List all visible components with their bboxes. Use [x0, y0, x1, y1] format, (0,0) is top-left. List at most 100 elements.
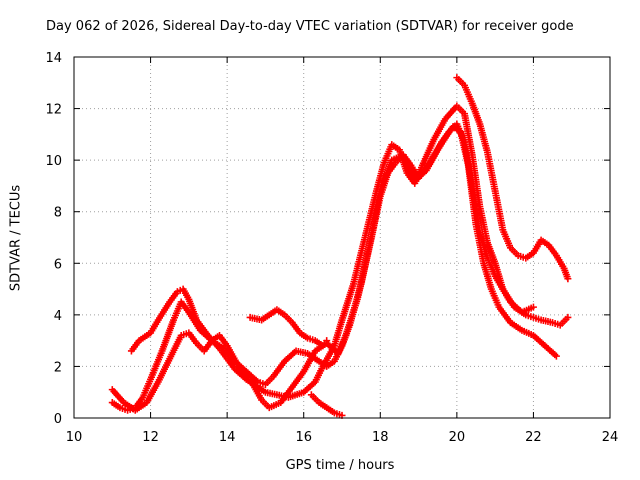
series-track-e — [307, 391, 346, 419]
data-point-fill — [524, 312, 535, 321]
data-point-fill — [476, 122, 491, 154]
data-point-fill — [461, 112, 476, 157]
data-point-fill — [339, 282, 357, 322]
data-point-fill — [455, 76, 467, 87]
data-point-fill — [110, 400, 122, 410]
data-point-fill — [496, 305, 513, 325]
data-point-fill — [488, 287, 502, 309]
data-point-fill — [390, 152, 405, 163]
data-point-fill — [313, 338, 325, 349]
data-point-fill — [543, 343, 559, 359]
plot-frame — [73, 56, 611, 419]
series-track-f — [453, 74, 572, 283]
y-tick-label: 14 — [45, 51, 62, 66]
series-track-c — [108, 120, 537, 414]
x-tick-label: 14 — [219, 430, 236, 445]
data-point-fill — [236, 364, 252, 381]
data-point-fill — [551, 319, 562, 328]
data-point-fill — [129, 339, 142, 353]
data-point-fill — [282, 313, 294, 325]
data-point-fill — [461, 84, 475, 105]
data-point-fill — [290, 370, 306, 389]
data-point-fill — [476, 205, 491, 244]
data-point-fill — [412, 168, 429, 183]
data-point-fill — [247, 377, 264, 402]
data-point-fill — [267, 307, 279, 318]
data-point-fill — [194, 341, 206, 353]
data-point-fill — [147, 349, 165, 381]
data-point-fill — [298, 330, 310, 341]
y-tick-label: 0 — [54, 412, 62, 427]
data-point-fill — [167, 290, 180, 304]
data-point-fill — [539, 317, 554, 326]
data-point-fill — [263, 375, 275, 387]
data-point-fill — [390, 142, 402, 153]
y-tick-label: 4 — [54, 309, 62, 324]
data-point-fill — [419, 138, 437, 167]
data-point-fill — [480, 261, 495, 291]
data-points — [108, 74, 572, 419]
y-tick-label: 10 — [45, 154, 62, 169]
x-tick-label: 16 — [295, 430, 312, 445]
data-point-fill — [508, 246, 520, 258]
chart-title: Day 062 of 2026, Sidereal Day-to-day VTE… — [46, 19, 574, 34]
data-point-fill — [155, 357, 173, 384]
data-point-fill — [137, 330, 153, 343]
grid-lines — [74, 57, 610, 418]
data-point-fill — [532, 314, 543, 323]
x-tick-label: 22 — [525, 430, 542, 445]
series-track-d — [246, 306, 331, 350]
data-point-fill — [400, 153, 418, 183]
data-point-fill — [268, 400, 282, 411]
data-point-fill — [381, 143, 395, 164]
data-point-fill — [539, 237, 551, 248]
data-point-fill — [217, 334, 230, 348]
data-point-fill — [484, 151, 499, 193]
data-point-fill — [325, 359, 336, 369]
data-point-fill — [180, 287, 192, 301]
x-tick-label: 18 — [372, 430, 389, 445]
data-point-fill — [443, 104, 459, 121]
data-point-fill — [275, 307, 287, 318]
data-point-fill — [224, 344, 241, 368]
data-point-fill — [179, 300, 191, 314]
data-point-fill — [520, 327, 535, 338]
data-point-fill — [354, 246, 372, 301]
data-point-fill — [301, 379, 318, 395]
data-point-fill — [309, 393, 321, 405]
data-point-fill — [167, 334, 184, 361]
data-point-fill — [331, 318, 345, 348]
y-tick-label: 12 — [45, 103, 62, 118]
data-point-fill — [435, 130, 452, 152]
data-point-fill — [423, 148, 441, 172]
data-point-fill — [282, 348, 298, 364]
y-tick-label: 6 — [54, 257, 62, 272]
data-point-fill — [476, 230, 491, 260]
data-point-fill — [350, 236, 368, 286]
data-point-fill — [301, 349, 318, 374]
data-point-fill — [362, 189, 380, 239]
data-point-fill — [508, 299, 524, 315]
data-point-fill — [524, 250, 536, 261]
x-tick-label: 20 — [449, 430, 466, 445]
data-point-fill — [198, 328, 214, 343]
data-point-fill — [202, 339, 214, 353]
data-point-fill — [531, 333, 547, 348]
data-point-fill — [377, 158, 395, 193]
data-point-fill — [454, 122, 468, 144]
data-point-fill — [256, 379, 267, 388]
y-tick-label: 2 — [54, 360, 62, 375]
data-point-fill — [325, 405, 336, 416]
data-point-fill — [290, 321, 302, 335]
data-point-fill — [447, 122, 459, 134]
data-point-fill — [278, 385, 295, 405]
data-point-fill — [500, 228, 513, 250]
y-axis-label: SDTVAR / TECUs — [8, 184, 24, 292]
data-point-fill — [469, 184, 483, 234]
data-point-fill — [122, 400, 137, 413]
data-point-fill — [469, 153, 483, 208]
data-point — [564, 275, 572, 283]
data-point-fill — [140, 378, 154, 399]
